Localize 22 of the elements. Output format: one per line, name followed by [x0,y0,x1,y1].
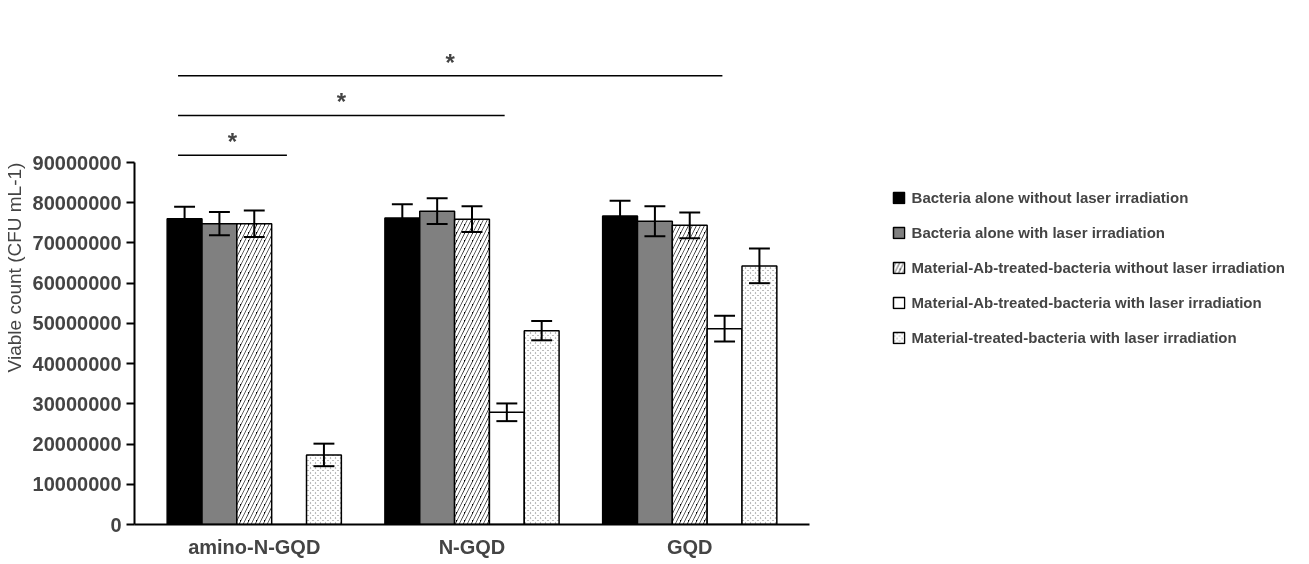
legend-label: Bacteria alone with laser irradiation [911,223,1165,241]
y-axis-title: Viable count (CFU mL-1) [3,162,25,373]
legend-label: Material-treated-bacteria with laser irradiation [911,328,1237,346]
y-tick-label: 70000000 [32,231,122,254]
y-tick-label: 90000000 [32,151,122,174]
x-tick-label: N-GQD [438,535,506,558]
text: * [227,128,238,156]
legend-label: Material-Ab-treated-bacteria with laser irradiation [911,293,1262,311]
y-tick-label: 60000000 [32,272,122,295]
y-tick-label: 0 [110,513,122,536]
legend-label: Bacteria alone without laser irradiation [911,188,1189,206]
y-tick-label: 80000000 [32,191,122,214]
y-tick-label: 10000000 [32,473,122,496]
legend-label: Material-Ab-treated-bacteria without laser irradiation [911,258,1285,276]
y-tick-label: 40000000 [32,352,122,375]
y-tick-label: 50000000 [32,312,122,335]
text: * [445,48,456,76]
x-tick-label: amino-N-GQD [188,535,321,558]
x-tick-label: GQD [666,535,713,558]
y-tick-label: 20000000 [32,433,122,456]
y-tick-label: 30000000 [32,392,122,415]
text: * [336,88,347,116]
